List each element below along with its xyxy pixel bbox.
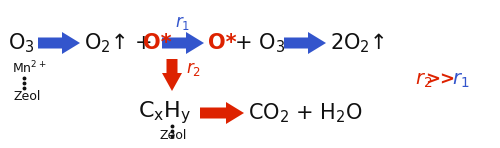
Polygon shape xyxy=(284,32,326,54)
Polygon shape xyxy=(38,32,80,54)
Text: $\mathregular{C_xH_y}$: $\mathregular{C_xH_y}$ xyxy=(138,100,191,126)
Text: Zeol: Zeol xyxy=(14,90,42,103)
Text: $\mathregular{CO_2}$ + $\mathregular{H_2O}$: $\mathregular{CO_2}$ + $\mathregular{H_2… xyxy=(248,101,363,125)
Text: Zeol: Zeol xyxy=(160,129,188,142)
Text: O*: O* xyxy=(143,33,172,53)
Text: O*: O* xyxy=(208,33,236,53)
Text: + $\mathregular{O_3}$: + $\mathregular{O_3}$ xyxy=(228,31,285,55)
Text: $r_2$: $r_2$ xyxy=(186,60,201,78)
Polygon shape xyxy=(162,32,204,54)
Text: $\mathregular{2O_2}$↑: $\mathregular{2O_2}$↑ xyxy=(330,31,385,55)
Polygon shape xyxy=(200,102,244,124)
Text: >>: >> xyxy=(425,71,455,89)
Text: $\mathregular{O_2}$↑ +: $\mathregular{O_2}$↑ + xyxy=(84,31,154,55)
Text: $r_1$: $r_1$ xyxy=(176,14,190,32)
Text: $\mathregular{Mn^{2+}}$: $\mathregular{Mn^{2+}}$ xyxy=(12,60,46,76)
Polygon shape xyxy=(162,59,182,91)
Text: $r_2$: $r_2$ xyxy=(414,70,432,90)
Text: $\mathregular{O_3}$: $\mathregular{O_3}$ xyxy=(8,31,34,55)
Text: $r_1$: $r_1$ xyxy=(452,70,469,90)
